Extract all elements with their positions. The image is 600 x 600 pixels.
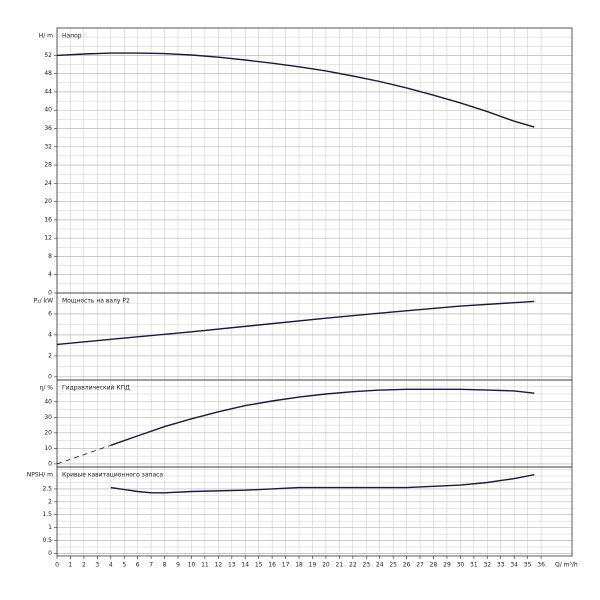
y-tick-label: 4 xyxy=(48,331,52,338)
y-tick-label: 2.5 xyxy=(42,485,52,492)
x-tick-label: 15 xyxy=(255,562,263,569)
x-tick-label: 5 xyxy=(122,562,126,569)
y-tick-label: 40 xyxy=(44,107,52,114)
curve xyxy=(110,388,535,446)
curve xyxy=(56,300,535,346)
x-tick-label: 2 xyxy=(82,562,86,569)
x-tick-label: 33 xyxy=(497,562,505,569)
panel-title: Кривые кавитационного запаса xyxy=(62,472,163,479)
curve xyxy=(56,52,535,128)
x-tick-label: 13 xyxy=(228,562,236,569)
y-tick-label: 0 xyxy=(48,290,52,297)
x-tick-label: 14 xyxy=(241,562,249,569)
panel-frame xyxy=(56,27,573,294)
y-tick-label: 30 xyxy=(44,414,52,421)
x-tick-label: 4 xyxy=(109,562,113,569)
x-tick-label: 9 xyxy=(176,562,180,569)
y-tick-label: 0 xyxy=(48,373,52,380)
panel-frame xyxy=(56,466,573,557)
y-tick-label: 48 xyxy=(44,70,52,77)
y-tick-label: 28 xyxy=(44,162,52,169)
x-tick-label: 3 xyxy=(95,562,99,569)
x-tick-label: 25 xyxy=(389,562,397,569)
x-tick-label: 10 xyxy=(188,562,196,569)
curve xyxy=(56,444,111,465)
y-tick-label: 16 xyxy=(44,216,52,223)
y-tick-label: 32 xyxy=(44,143,52,150)
x-tick-label: 35 xyxy=(524,562,532,569)
x-tick-label: 21 xyxy=(336,562,344,569)
y-tick-label: 0 xyxy=(48,550,52,557)
x-tick-label: 12 xyxy=(215,562,223,569)
x-tick-label: 27 xyxy=(416,562,424,569)
y-tick-label: 20 xyxy=(44,429,52,436)
x-tick-label: 20 xyxy=(322,562,330,569)
x-tick-label: 36 xyxy=(537,562,545,569)
y-axis-label: η/ % xyxy=(40,385,54,392)
x-axis-label: Q/ m³/h xyxy=(555,562,578,569)
x-tick-label: 30 xyxy=(457,562,465,569)
y-tick-label: 6 xyxy=(48,310,52,317)
panel-title: Гидравлический КПД xyxy=(62,385,130,392)
y-tick-label: 2 xyxy=(48,352,52,359)
y-tick-label: 52 xyxy=(44,52,52,59)
y-tick-label: 44 xyxy=(44,88,52,95)
y-tick-label: 4 xyxy=(48,271,52,278)
x-tick-label: 19 xyxy=(309,562,317,569)
x-tick-label: 28 xyxy=(430,562,438,569)
x-tick-label: 26 xyxy=(403,562,411,569)
y-tick-label: 36 xyxy=(44,125,52,132)
x-tick-label: 29 xyxy=(443,562,451,569)
y-tick-label: 1 xyxy=(48,524,52,531)
y-tick-label: 10 xyxy=(44,445,52,452)
y-tick-label: 1.5 xyxy=(42,511,52,518)
y-axis-label: NPSH/ m xyxy=(27,472,53,479)
x-tick-label: 22 xyxy=(349,562,357,569)
curve xyxy=(110,474,535,494)
y-tick-label: 0 xyxy=(48,460,52,467)
x-tick-label: 6 xyxy=(136,562,140,569)
x-tick-label: 32 xyxy=(483,562,491,569)
x-tick-label: 31 xyxy=(470,562,478,569)
y-tick-label: 24 xyxy=(44,180,52,187)
x-tick-label: 11 xyxy=(201,562,209,569)
x-tick-label: 34 xyxy=(510,562,518,569)
x-tick-label: 23 xyxy=(362,562,370,569)
x-tick-label: 18 xyxy=(295,562,303,569)
y-axis-label: P₂/ kW xyxy=(34,298,53,305)
y-tick-label: 40 xyxy=(44,398,52,405)
panel-frame xyxy=(56,379,573,468)
y-tick-label: 12 xyxy=(44,235,52,242)
x-tick-label: 1 xyxy=(69,562,73,569)
y-tick-label: 8 xyxy=(48,253,52,260)
y-axis-label: H/ m xyxy=(39,33,53,40)
y-tick-label: 2 xyxy=(48,498,52,505)
x-tick-label: 0 xyxy=(55,562,59,569)
x-tick-label: 24 xyxy=(376,562,384,569)
x-tick-label: 16 xyxy=(268,562,276,569)
x-tick-label: 7 xyxy=(149,562,153,569)
x-tick-label: 17 xyxy=(282,562,290,569)
panel-title: Напор xyxy=(62,33,82,40)
panel-title: Мощность на валу P2 xyxy=(62,298,130,305)
y-tick-label: 20 xyxy=(44,198,52,205)
y-tick-label: 0.5 xyxy=(42,537,52,544)
x-tick-label: 8 xyxy=(163,562,167,569)
